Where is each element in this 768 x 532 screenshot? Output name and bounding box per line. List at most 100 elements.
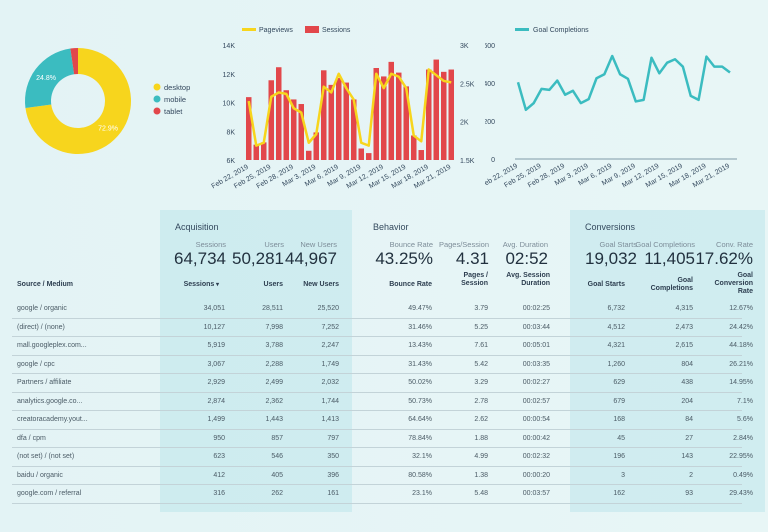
conversions-panel xyxy=(570,210,765,512)
metric-cell: 00:02:25 xyxy=(522,305,550,312)
metric-cell: 2,499 xyxy=(265,379,283,386)
metric-cell: 350 xyxy=(327,453,339,460)
metric-cell: 950 xyxy=(213,434,225,442)
sessions-bar[interactable] xyxy=(448,69,455,160)
column-header[interactable]: Goal Starts xyxy=(545,281,625,289)
sessions-bar[interactable] xyxy=(306,150,312,160)
metric-cell: 857 xyxy=(271,434,283,442)
column-header[interactable]: Goal Completions xyxy=(647,277,693,293)
sessions-bar[interactable] xyxy=(283,90,290,160)
metric-cell: 262 xyxy=(271,490,283,497)
sessions-bar[interactable] xyxy=(291,99,297,160)
sessions-bar[interactable] xyxy=(403,86,410,160)
pageviews-line[interactable] xyxy=(247,68,452,147)
metric-cell: 28,511 xyxy=(262,305,283,312)
sessions-bar[interactable] xyxy=(411,135,417,160)
summary-value: 64,734 xyxy=(174,249,226,268)
sessions-bar[interactable] xyxy=(268,80,275,160)
table-row[interactable]: Partners / affiliate 2,929 2,499 2,032 50.02… xyxy=(12,374,753,393)
metric-cell: 25,520 xyxy=(317,305,339,312)
metric-cell: 4,512 xyxy=(607,323,625,331)
sessions-bar[interactable] xyxy=(351,99,357,160)
table-row[interactable]: dfa / cpm 950 857 797 78.84% 1.88 00:00:42 45 27… xyxy=(12,430,753,448)
summary-value: 02:52 xyxy=(505,249,548,268)
sort-desc-icon[interactable]: ▾ xyxy=(214,282,219,288)
metric-cell: 1,749 xyxy=(321,360,339,368)
sessions-bar[interactable] xyxy=(298,104,305,160)
metric-cell: 2.84% xyxy=(733,434,753,442)
sessions-bar[interactable] xyxy=(261,142,267,160)
metric-cell: 00:00:54 xyxy=(522,416,550,423)
metric-cell: 7.61 xyxy=(474,342,488,349)
summary-label: Goal Completions xyxy=(635,240,695,249)
slice-tablet[interactable] xyxy=(70,48,78,75)
metric-cell: 27 xyxy=(685,434,693,442)
source-medium-cell: analytics.google.co... xyxy=(17,397,83,405)
sessions-bar[interactable] xyxy=(426,69,432,160)
column-header[interactable]: New Users xyxy=(259,281,339,289)
sessions-bar[interactable] xyxy=(253,144,260,160)
metric-cell: 1,260 xyxy=(607,360,625,368)
slice-desktop[interactable] xyxy=(25,48,132,155)
sessions-bar[interactable] xyxy=(336,77,342,160)
column-header[interactable]: Pages / Session xyxy=(442,272,488,288)
table-row[interactable]: (direct) / (none) 10,127 7,998 7,252 31.46% 5… xyxy=(12,319,753,337)
table-row[interactable]: (not set) / (not set) 623 546 350 32.1% 4.99 0… xyxy=(12,448,753,467)
summary-label: Users xyxy=(264,240,284,249)
column-header[interactable]: Sessions ▾ xyxy=(139,281,219,289)
metric-cell: 84 xyxy=(685,416,693,423)
sessions-bar[interactable] xyxy=(276,67,282,160)
legend-label-pageviews: Pageviews xyxy=(259,27,293,34)
legend-swatch xyxy=(153,83,161,91)
metric-cell: 6,732 xyxy=(607,305,625,312)
sessions-bar[interactable] xyxy=(343,82,350,160)
summary-label: Sessions xyxy=(195,240,226,249)
slice-mobile[interactable] xyxy=(24,48,75,108)
sessions-bar[interactable] xyxy=(381,76,387,160)
source-medium-cell: (not set) / (not set) xyxy=(17,453,75,460)
metric-cell: 1,413 xyxy=(321,416,339,423)
metric-cell: 14.95% xyxy=(729,379,753,386)
metric-cell: 24.42% xyxy=(729,323,753,331)
metric-cell: 161 xyxy=(327,490,339,497)
table-row[interactable]: google / cpc 3,067 2,288 1,749 31.43% 5.42 00:… xyxy=(12,356,753,374)
metric-cell: 93 xyxy=(685,490,693,497)
metric-cell: 50.02% xyxy=(408,379,432,386)
table-row[interactable]: google / organic 34,051 28,511 25,520 49.47%… xyxy=(12,300,753,319)
column-header[interactable]: Users xyxy=(203,281,283,289)
left-axis-tick: 14K xyxy=(223,43,236,50)
source-medium-cell: google / cpc xyxy=(17,360,55,368)
summary-label: Conv. Rate xyxy=(716,240,753,249)
metric-cell: 10,127 xyxy=(203,323,225,331)
sessions-bar[interactable] xyxy=(396,72,402,160)
table-row[interactable]: mall.googleplex.com... 5,919 3,788 2,247 13.… xyxy=(12,337,753,356)
sessions-bar[interactable] xyxy=(433,59,440,160)
column-header[interactable]: Bounce Rate xyxy=(352,281,432,289)
table-row[interactable]: creatoracademy.yout... 1,499 1,443 1,413 64.… xyxy=(12,411,753,430)
sessions-bar[interactable] xyxy=(321,70,327,160)
sessions-bar[interactable] xyxy=(328,84,335,160)
metric-cell: 804 xyxy=(681,360,693,368)
sessions-bar[interactable] xyxy=(418,150,425,160)
sessions-bar[interactable] xyxy=(373,68,380,160)
column-header[interactable]: Avg. Session Duration xyxy=(504,272,550,288)
table-row[interactable]: google.com / referral 316 262 161 23.1% 5.48 0… xyxy=(12,485,753,504)
sessions-bar[interactable] xyxy=(388,61,395,160)
right-axis-tick: 1.5K xyxy=(460,158,475,165)
sessions-bar[interactable] xyxy=(441,71,447,160)
table-row[interactable]: analytics.google.co... 2,874 2,362 1,744 50.… xyxy=(12,393,753,411)
metric-cell: 3.79 xyxy=(474,305,488,312)
dimension-header[interactable]: Source / Medium xyxy=(17,281,74,288)
sessions-bar[interactable] xyxy=(366,153,372,160)
left-axis-tick: 8K xyxy=(226,129,235,136)
metric-cell: 168 xyxy=(613,416,625,423)
column-header[interactable]: Goal Conversion Rate xyxy=(707,272,753,296)
sessions-bar[interactable] xyxy=(246,97,252,160)
metric-cell: 7,252 xyxy=(321,323,339,331)
sessions-bar[interactable] xyxy=(358,148,365,161)
sessions-bar[interactable] xyxy=(313,132,320,160)
y-axis-tick: 400 xyxy=(485,81,495,88)
goal-completions-line[interactable] xyxy=(516,54,731,112)
table-row[interactable]: baidu / organic 412 405 396 80.58% 1.38 00:00:… xyxy=(12,467,753,485)
left-axis-tick: 6K xyxy=(226,158,235,165)
